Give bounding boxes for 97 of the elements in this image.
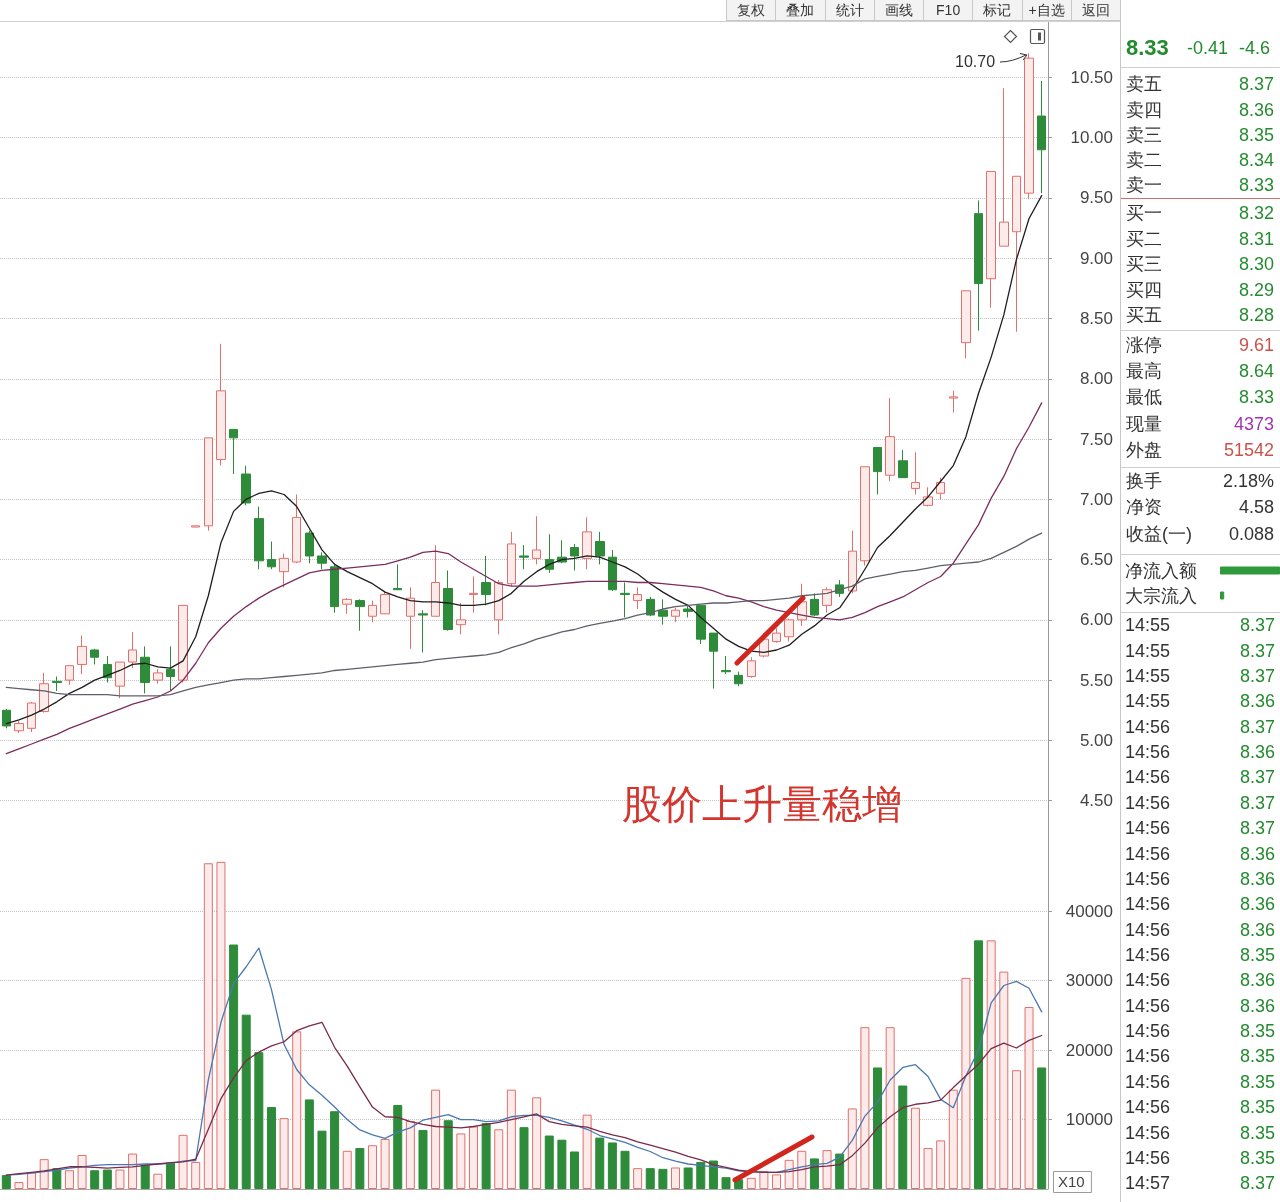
text: 8.36 [1239,995,1275,1016]
text: 卖五 8.37 [1126,73,1274,94]
text: 卖三 8.35 [1126,124,1274,145]
text: 买二 8.31 [1126,228,1274,249]
text: 买五 8.28 [1126,305,1274,325]
y-tick-label: 7.00 [1079,489,1113,509]
text: 14:56 [1125,843,1171,864]
text: 14:57 [1125,1173,1171,1194]
text: 14:56 [1125,894,1171,915]
text: 8.37 [1239,818,1275,839]
annotation: 10.70 [955,52,996,70]
text: 卖四 8.36 [1126,99,1274,120]
text: 14:56 [1125,1147,1171,1168]
y-tick-label: 8.50 [1079,309,1113,329]
y-tick-label: 净流入额 [1125,560,1197,581]
y-tick-label: 6.00 [1079,610,1113,630]
text: 买三 8.30 [1126,254,1274,274]
text: 14:55 [1125,615,1171,636]
text: 14:56 [1125,1097,1171,1118]
text: 复权 [737,2,766,18]
text: -4.6 [1239,38,1271,58]
text: 14:56 [1125,818,1171,839]
text: 14:56 [1125,945,1171,965]
text: 14:56 [1125,742,1171,763]
text: 买四 8.29 [1126,279,1274,300]
text: 14:56 [1125,792,1171,813]
y-tick-label: 5.50 [1079,670,1113,690]
text: 8.35 [1239,1097,1275,1118]
text: 叠加 [786,2,815,18]
text: 8.35 [1239,1122,1275,1143]
text: 收益(一) 0.088 [1126,524,1274,544]
text: 14:56 [1125,767,1171,788]
text: 8.36 [1239,742,1275,763]
y-tick-label: 大宗流入 [1125,585,1197,606]
text: 最低 8.33 [1126,387,1274,408]
text: 8.35 [1239,1071,1275,1092]
text: 8.33 [1126,35,1169,60]
y-tick-label: 8.00 [1079,369,1113,389]
y-tick-label: 20000 [1065,1040,1113,1060]
text: 14:55 [1125,691,1171,712]
text: 8.37 [1239,615,1275,636]
text: 统计 [835,2,864,18]
annotation: 股价上升量稳增 [622,782,902,826]
text: 买一 8.32 [1126,203,1274,223]
text: 14:56 [1125,1071,1171,1092]
text: 8.36 [1239,970,1275,991]
text: 涨停 9.61 [1126,334,1274,355]
text: 标记 [983,2,1012,18]
text: 卖二 8.34 [1126,149,1274,170]
text: 8.36 [1239,868,1275,889]
text: 8.35 [1239,945,1275,965]
text: 画线 [884,2,913,18]
text: 14:56 [1125,1021,1171,1042]
y-tick-label: 6.50 [1079,550,1113,570]
text: 8.36 [1239,894,1275,915]
text: 卖一 8.33 [1126,174,1274,195]
y-tick-label: 9.50 [1079,188,1113,208]
text: 14:56 [1125,716,1171,737]
text: 14:56 [1125,1122,1171,1143]
text: 外盘 51542 [1126,440,1274,461]
text: 8.37 [1239,666,1275,687]
text: -0.41 [1187,38,1229,58]
text: 14:56 [1125,1046,1171,1067]
text: 8.35 [1239,1021,1275,1042]
text: 14:55 [1125,640,1171,661]
text: 8.37 [1239,1173,1275,1194]
y-tick-label: 10.50 [1070,67,1113,87]
text: 8.36 [1239,691,1275,712]
y-tick-label: 7.50 [1079,429,1113,449]
text: +自选 [1028,2,1065,18]
y-tick-label: 10.00 [1070,128,1113,148]
text: 8.37 [1239,792,1275,813]
text: 14:56 [1125,919,1171,940]
text: 14:56 [1125,868,1171,889]
text: 返回 [1081,2,1110,18]
text: 净资 4.58 [1126,497,1274,518]
y-tick-label: 40000 [1065,901,1113,921]
text: 8.36 [1239,919,1275,940]
text: 换手 2.18% [1126,471,1274,491]
y-tick-label: 5.00 [1079,730,1113,750]
y-tick-label: 9.00 [1079,248,1113,268]
text: 8.35 [1239,1147,1275,1168]
text: X10 [1058,1173,1085,1190]
text: 8.37 [1239,767,1275,788]
y-tick-label: 30000 [1065,971,1113,991]
text: 14:56 [1125,995,1171,1016]
y-tick-label: 10000 [1065,1110,1113,1130]
text: 最高 8.64 [1126,361,1274,382]
text: 8.35 [1239,1046,1275,1067]
text: 8.37 [1239,640,1275,661]
y-tick-label: 4.50 [1079,791,1113,811]
text: 8.36 [1239,843,1275,864]
text: F10 [936,2,961,18]
text: 14:56 [1125,970,1171,991]
text: 8.37 [1239,716,1275,737]
text: 现量 4373 [1126,413,1274,434]
text: 14:55 [1125,666,1171,687]
